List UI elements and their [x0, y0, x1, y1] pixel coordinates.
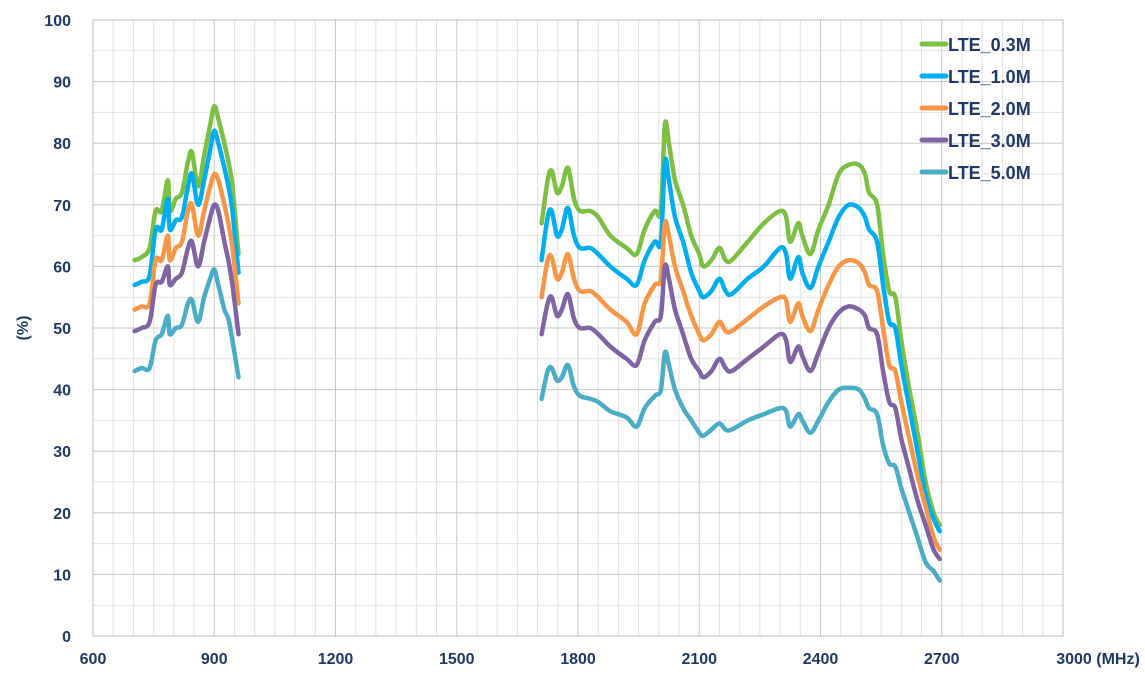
legend-item: LTE_1.0M	[919, 67, 1031, 87]
legend-item: LTE_0.3M	[919, 35, 1031, 55]
series-line	[132, 202, 241, 337]
legend-item: LTE_5.0M	[919, 163, 1031, 183]
x-tick-label: 2100	[681, 651, 717, 668]
legend-item: LTE_2.0M	[919, 99, 1031, 119]
legend-label: LTE_3.0M	[948, 131, 1031, 151]
series-line	[132, 171, 241, 312]
series-line	[539, 119, 942, 528]
legend-label: LTE_0.3M	[948, 35, 1031, 55]
axes: 600 900 1200 1500 1800 2100 2400 2700 3000 (MHz)…	[15, 13, 1140, 668]
y-tick-label: 50	[53, 321, 71, 338]
series-line	[539, 349, 942, 583]
legend-label: LTE_1.0M	[948, 67, 1031, 87]
series-line	[132, 103, 241, 263]
grid	[92, 19, 1064, 637]
series-lines	[132, 103, 942, 583]
x-tick-label: 3000 (MHz)	[1056, 651, 1140, 668]
y-tick-label: 70	[53, 198, 71, 215]
x-tick-label: 2700	[924, 651, 960, 668]
series-lte-3-0m	[132, 202, 942, 562]
legend-label: LTE_5.0M	[948, 163, 1031, 183]
series-line	[132, 267, 241, 380]
x-tick-label: 1200	[318, 651, 354, 668]
y-tick-label: 20	[53, 506, 71, 523]
y-tick-label: 60	[53, 259, 71, 276]
legend-label: LTE_2.0M	[948, 99, 1031, 119]
x-tick-label: 1800	[560, 651, 596, 668]
y-tick-label: 80	[53, 136, 71, 153]
x-tick-label: 600	[80, 651, 107, 668]
series-lte-0-3m	[132, 103, 942, 528]
y-tick-label: 10	[53, 567, 71, 584]
series-lte-5-0m	[132, 267, 942, 583]
series-lte-2-0m	[132, 171, 942, 553]
x-tick-label: 2400	[803, 651, 839, 668]
series-line	[539, 218, 942, 553]
legend: LTE_0.3M LTE_1.0M LTE_2.0M LTE_3.0M LTE_5.0M	[919, 35, 1031, 183]
series-line	[539, 156, 942, 534]
y-tick-label: 40	[53, 383, 71, 400]
y-axis-label: (%)	[15, 316, 32, 341]
series-line	[132, 128, 241, 288]
y-tick-label: 0	[62, 629, 71, 646]
y-tick-label: 90	[53, 75, 71, 92]
x-tick-label: 900	[201, 651, 228, 668]
series-line	[539, 262, 942, 562]
plot-area-border	[92, 19, 1064, 637]
legend-item: LTE_3.0M	[919, 131, 1031, 151]
x-tick-label: 1500	[439, 651, 475, 668]
y-tick-label: 30	[53, 444, 71, 461]
y-tick-label: 100	[44, 13, 71, 30]
series-lte-1-0m	[132, 128, 942, 534]
